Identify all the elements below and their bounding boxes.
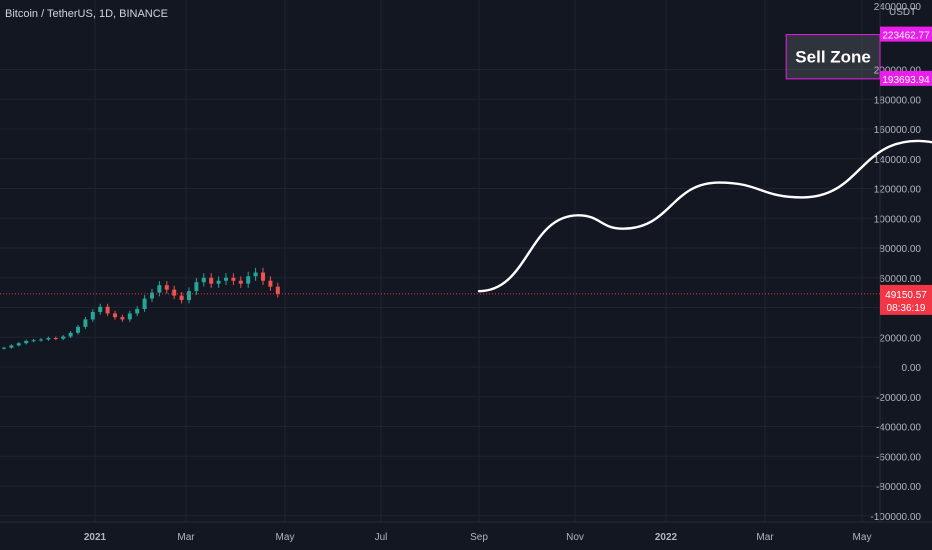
candle-body <box>150 292 154 299</box>
y-tick-label: -20000.00 <box>876 393 921 404</box>
candle-body <box>275 286 280 294</box>
y-tick-label: 60000.00 <box>879 274 921 285</box>
candle-body <box>179 295 184 301</box>
zone-top-price-label-bg <box>880 26 932 42</box>
y-tick-label: -100000.00 <box>870 512 921 523</box>
candle-body <box>238 280 243 284</box>
candle-body <box>9 345 14 348</box>
projection-curve[interactable] <box>477 70 932 293</box>
candle-body <box>90 311 95 320</box>
candle-body <box>105 306 110 314</box>
zone-top-price-label: 223462.77 <box>882 31 930 42</box>
candle-body <box>39 339 43 341</box>
candle-body <box>53 337 58 339</box>
candle-body <box>31 340 36 342</box>
candle-body <box>142 298 147 309</box>
candle-body <box>172 289 177 296</box>
candle-body <box>83 319 88 327</box>
y-tick-label: 140000.00 <box>874 155 922 166</box>
y-tick-label: 100000.00 <box>874 214 922 225</box>
candle-body <box>209 277 214 284</box>
sell-zone-label: Sell Zone <box>795 48 871 67</box>
y-tick-label: 160000.00 <box>874 125 922 136</box>
candle-body <box>268 280 273 287</box>
x-tick-label: Sep <box>470 532 488 543</box>
currency-label: USDT <box>889 7 917 18</box>
x-tick-label: 2021 <box>84 532 107 543</box>
symbol-title[interactable]: Bitcoin / TetherUS, 1D, BINANCE <box>5 8 169 20</box>
candle-body <box>120 317 125 320</box>
y-tick-label: 0.00 <box>902 363 922 374</box>
candle-body <box>98 306 103 312</box>
candle-body <box>61 336 66 339</box>
candle-body <box>216 280 221 284</box>
y-tick-label: 180000.00 <box>874 95 922 106</box>
candle-body <box>224 277 228 281</box>
y-tick-label: 80000.00 <box>879 244 921 255</box>
candle-body <box>253 272 258 277</box>
candle-body <box>113 313 117 318</box>
candle-body <box>246 276 251 284</box>
x-tick-label: Jul <box>375 532 388 543</box>
candle-body <box>127 313 132 320</box>
candle-body <box>261 272 265 281</box>
candle-body <box>2 347 6 349</box>
candle-body <box>164 285 169 290</box>
candle-body <box>187 291 191 301</box>
x-tick-label: May <box>853 532 872 543</box>
candle-body <box>231 277 236 281</box>
candle-body <box>201 277 206 283</box>
x-tick-label: Mar <box>756 532 774 543</box>
y-tick-label: -60000.00 <box>876 452 921 463</box>
countdown-label: 08:36:19 <box>887 303 926 314</box>
candle-body <box>46 337 51 340</box>
candle-body <box>194 282 199 292</box>
last-price-tag-bg <box>880 284 932 315</box>
candle-body <box>135 308 140 314</box>
x-tick-label: Nov <box>566 532 584 543</box>
y-tick-label: -80000.00 <box>876 482 921 493</box>
x-tick-label: May <box>276 532 295 543</box>
candle-body <box>68 332 73 337</box>
candle-body <box>24 340 29 344</box>
candle-body <box>16 343 21 346</box>
zone-bottom-price-label-bg <box>880 70 932 86</box>
x-tick-label: Mar <box>177 532 195 543</box>
sell-zone-box[interactable] <box>785 34 881 80</box>
y-tick-label: -40000.00 <box>876 423 921 434</box>
last-price-label: 49150.57 <box>885 290 927 301</box>
y-tick-label: 240000.00 <box>874 2 922 13</box>
y-tick-label: 120000.00 <box>874 185 922 196</box>
zone-bottom-price-label: 193693.94 <box>882 75 930 86</box>
x-tick-label: 2022 <box>655 532 678 543</box>
y-tick-label: 20000.00 <box>879 333 921 344</box>
candle-body <box>76 326 80 333</box>
candle-body <box>157 285 162 293</box>
